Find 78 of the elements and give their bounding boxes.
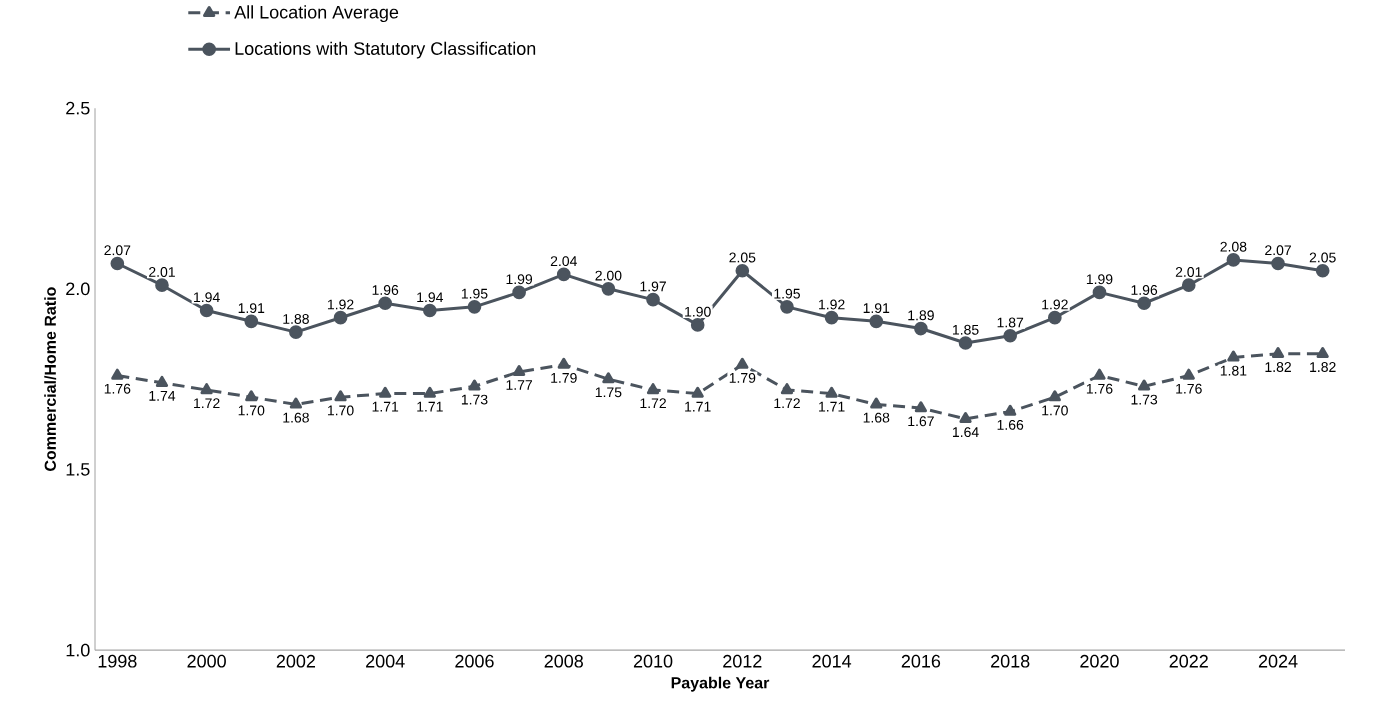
data-label: 1.94 [417, 292, 444, 303]
x-tick-label: 2020 [1080, 654, 1119, 668]
legend-label: All Location Average [234, 5, 399, 23]
y-tick-label: 2.5 [66, 101, 90, 115]
x-axis-title: Payable Year [671, 676, 770, 692]
data-label: 1.76 [1176, 383, 1202, 394]
y-tick-label: 1.0 [66, 643, 90, 657]
x-tick-label: 1998 [98, 654, 137, 668]
data-label: 1.92 [819, 299, 845, 310]
x-tick-label: 2004 [366, 654, 405, 668]
data-label: 1.76 [104, 383, 131, 394]
x-tick-label: 2022 [1169, 654, 1208, 668]
x-tick-label: 2000 [187, 654, 226, 668]
legend-label: Locations with Statutory Classification [235, 41, 536, 59]
data-label: 1.87 [997, 317, 1024, 328]
data-label: 1.71 [819, 401, 845, 412]
x-tick-label: 2016 [901, 654, 941, 668]
data-label: 1.77 [506, 380, 533, 390]
data-label: 1.79 [551, 372, 577, 383]
data-label: 1.68 [283, 412, 309, 423]
data-label: 1.95 [774, 288, 800, 299]
data-label: 1.82 [1310, 362, 1336, 372]
data-label: 2.01 [1175, 266, 1202, 277]
data-label: 1.90 [685, 306, 711, 317]
data-label: 1.91 [863, 303, 890, 313]
y-tick-label: 2.0 [66, 282, 90, 296]
data-label: 2.05 [1309, 252, 1336, 263]
x-tick-label: 2012 [723, 654, 762, 668]
data-label: 2.07 [1265, 245, 1291, 256]
data-label: 2.01 [149, 266, 175, 277]
data-label: 1.73 [1131, 394, 1158, 405]
data-label: 1.71 [685, 401, 711, 412]
x-tick-label: 2014 [812, 654, 852, 668]
x-tick-label: 2008 [544, 654, 583, 668]
data-label: 1.96 [372, 285, 399, 295]
data-label: 1.94 [194, 292, 220, 303]
data-label: 1.89 [908, 310, 934, 321]
y-tick-label: 1.5 [66, 463, 90, 476]
data-label: 2.05 [729, 252, 756, 263]
data-label: 1.76 [1086, 383, 1113, 394]
data-label: 2.08 [1220, 241, 1247, 252]
data-label: 1.91 [238, 303, 265, 313]
data-label: 1.72 [774, 398, 800, 408]
data-label: 1.96 [1131, 285, 1158, 295]
data-label: 2.04 [550, 256, 577, 267]
data-label: 1.82 [1265, 362, 1291, 372]
data-label: 1.79 [729, 372, 756, 383]
data-label: 1.99 [1086, 274, 1113, 285]
data-label: 1.72 [640, 398, 666, 408]
data-label: 1.73 [461, 394, 488, 405]
data-label: 1.92 [327, 299, 354, 310]
data-label: 1.99 [506, 274, 533, 285]
data-label: 1.71 [372, 401, 399, 412]
data-label: 2.00 [595, 270, 622, 281]
data-label: 1.75 [595, 387, 622, 398]
data-label: 1.70 [238, 405, 265, 416]
data-label: 1.67 [908, 416, 934, 427]
data-label: 1.92 [1042, 299, 1068, 310]
data-label: 1.74 [149, 390, 176, 401]
data-label: 1.71 [417, 401, 443, 412]
data-label: 1.85 [952, 324, 979, 335]
data-label: 1.81 [1220, 365, 1247, 376]
x-tick-label: 2010 [633, 654, 673, 668]
data-label: 1.70 [1042, 405, 1068, 416]
data-label: 2.07 [104, 245, 131, 256]
data-label: 1.70 [327, 405, 354, 416]
data-label: 1.68 [863, 412, 890, 423]
data-label: 1.88 [283, 313, 309, 324]
x-tick-label: 2002 [276, 654, 316, 668]
x-tick-label: 2018 [991, 654, 1030, 668]
y-axis-title: Commercial/Home Ratio [44, 287, 57, 471]
x-tick-label: 2024 [1258, 654, 1298, 668]
data-label: 1.66 [997, 419, 1024, 430]
x-tick-label: 2006 [455, 654, 494, 668]
data-label: 1.64 [952, 427, 979, 437]
data-label: 1.97 [640, 281, 666, 292]
data-label: 1.95 [461, 288, 488, 299]
data-label: 1.72 [194, 398, 220, 408]
